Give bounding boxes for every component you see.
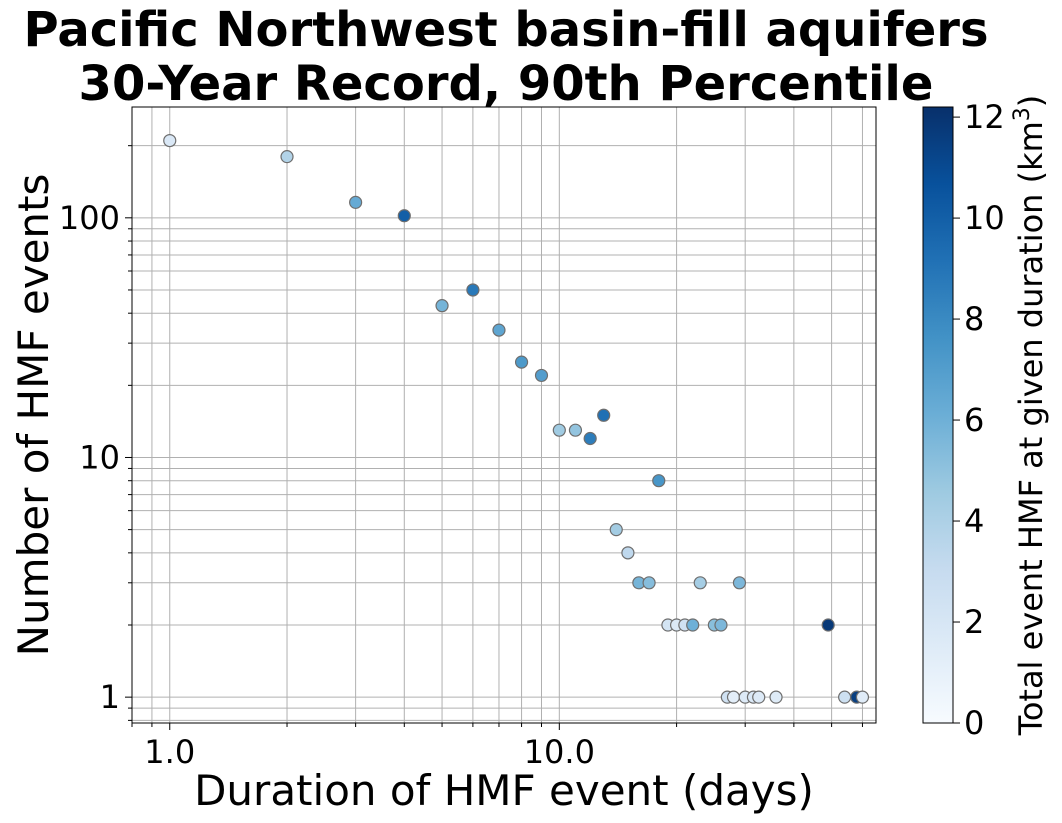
chart-subtitle: 30-Year Record, 90th Percentile [79,56,934,112]
colorbar-tick-label: 6 [964,401,984,439]
scatter-point [534,368,549,383]
scatter-point [714,618,728,632]
scatter-point [652,474,666,488]
scatter-point [686,618,700,632]
scatter-points [163,133,870,704]
scatter-point [621,546,635,560]
y-axis-label: Number of HMF events [9,174,58,657]
scatter-point [466,283,480,297]
colorbar-tick-label: 2 [964,603,984,641]
scatter-point [583,431,597,446]
scatter-point [752,690,766,704]
colorbar-tick-label: 4 [964,502,984,540]
scatter-point [609,523,623,537]
scatter-point [597,408,611,422]
scatter-point [732,576,747,590]
y-tick-label: 10 [79,438,120,476]
y-tick-label: 1 [100,678,120,716]
chart-title: Pacific Northwest basin-fill aquifers [23,2,988,58]
scatter-point [693,576,707,590]
colorbar-label: Total event HMF at given duration (km3) [1010,95,1050,737]
scatter-point [280,150,294,164]
colorbar-tick-label: 10 [964,199,1005,237]
colorbar-ticks: 0 2 4 6 8 10 12 [953,98,1005,742]
x-axis-label: Duration of HMF event (days) [194,766,814,815]
grid-lines [131,107,876,723]
scatter-point [492,323,506,337]
x-tick-label: 10.0 [524,733,595,771]
colorbar [922,106,954,724]
colorbar-label-end: ) [1012,95,1050,107]
colorbar-label-sup: 3 [1010,107,1035,121]
scatter-point [397,209,411,223]
axis-ticks: 1.0 10.0 1 10 100 [59,145,863,771]
plot-frame [131,106,877,724]
scatter-point [642,576,656,590]
x-tick-label: 1.0 [144,733,195,771]
scatter-point [435,299,449,313]
scatter-point [838,690,852,704]
scatter-point [855,690,870,704]
colorbar-label-main: Total event HMF at given duration (km [1012,121,1050,736]
scatter-point [514,355,529,369]
colorbar-tick-label: 12 [964,98,1005,136]
y-tick-label: 100 [59,199,120,237]
scatter-point [568,423,583,437]
scatter-point [821,618,835,632]
scatter-point [726,690,741,704]
scatter-point [349,195,363,209]
colorbar-tick-label: 0 [964,704,984,742]
colorbar-tick-label: 8 [964,300,984,338]
scatter-point [769,690,783,704]
scatter-point [552,423,566,437]
scatter-point [163,133,177,148]
